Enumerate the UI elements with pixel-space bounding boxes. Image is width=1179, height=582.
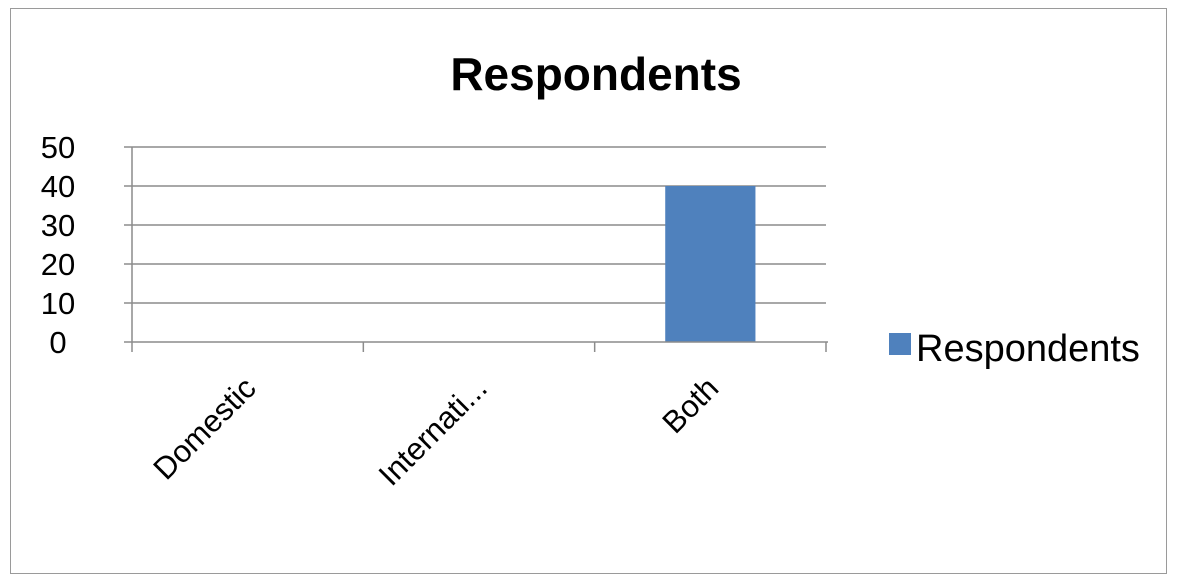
chart-title: Respondents bbox=[450, 48, 741, 100]
x-axis: Domestic Internati... Both bbox=[131, 341, 828, 492]
x-category-label: Domestic bbox=[147, 370, 263, 486]
legend: Respondents bbox=[889, 328, 1140, 370]
bars bbox=[665, 186, 756, 342]
y-tick-label: 20 bbox=[41, 247, 75, 282]
x-category-label: Both bbox=[655, 370, 725, 440]
legend-swatch bbox=[889, 333, 911, 355]
chart-frame bbox=[10, 8, 1167, 574]
y-tick-label: 0 bbox=[49, 325, 66, 360]
y-tick-label: 10 bbox=[41, 286, 75, 321]
x-category-label: Internati... bbox=[372, 370, 494, 492]
y-tick-label: 50 bbox=[41, 130, 75, 165]
y-tick-label: 40 bbox=[41, 169, 75, 204]
bar-both bbox=[665, 186, 756, 342]
legend-label-respondents: Respondents bbox=[916, 328, 1140, 370]
y-tick-label: 30 bbox=[41, 208, 75, 243]
y-axis: 0 10 20 30 40 50 bbox=[41, 130, 133, 360]
